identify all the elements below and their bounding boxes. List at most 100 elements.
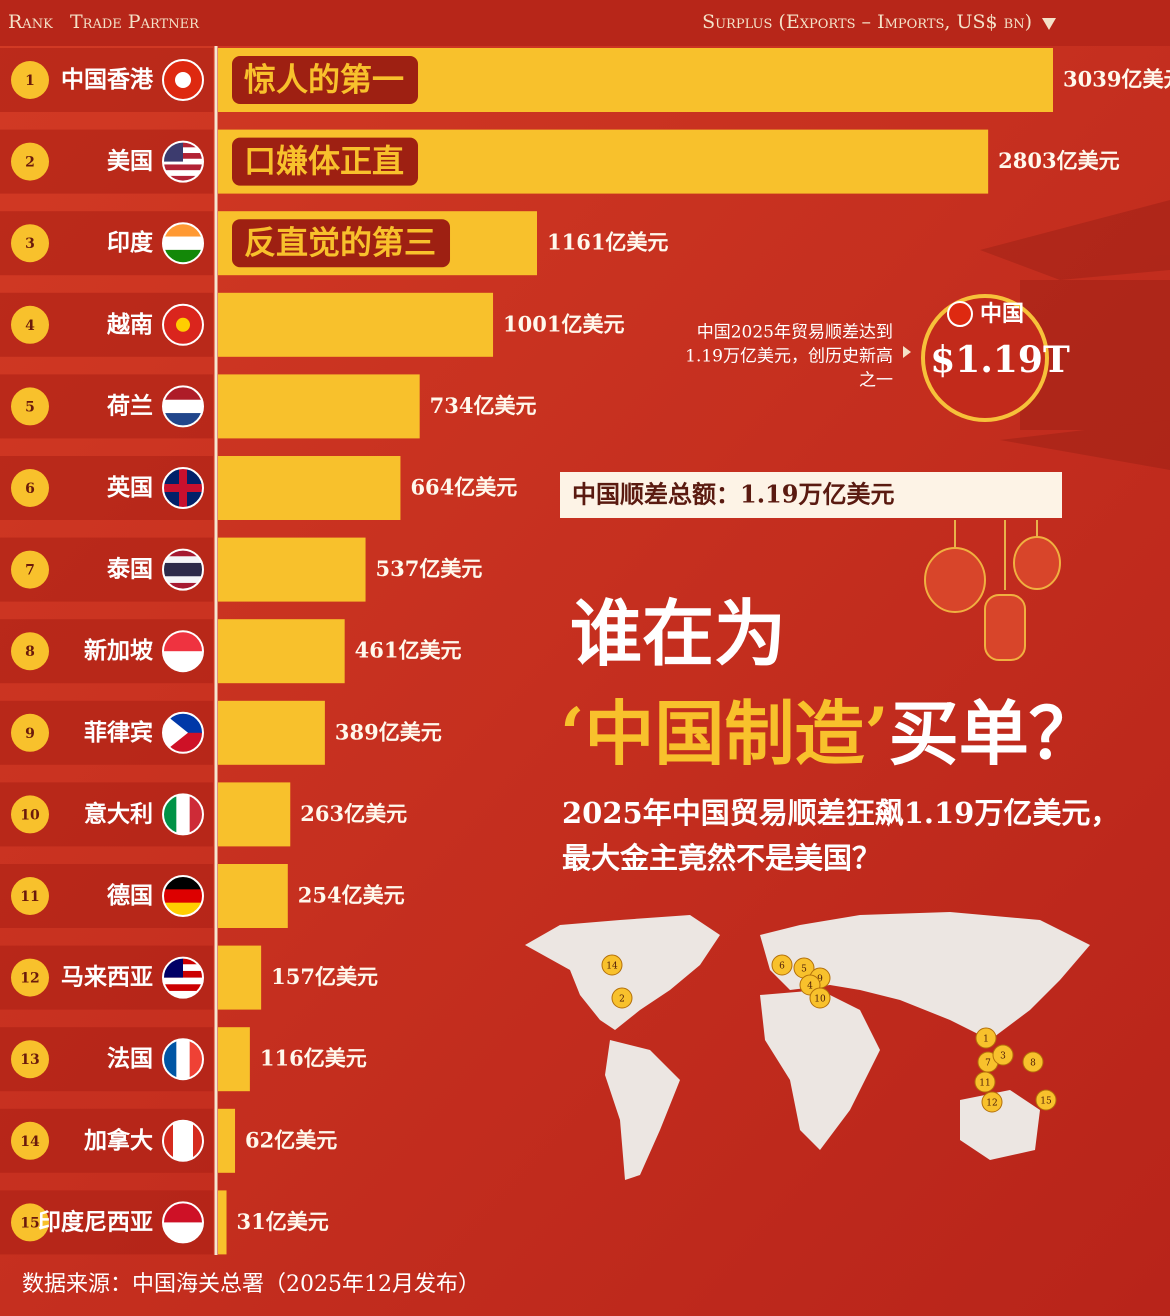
header-rank: Rank: [8, 11, 53, 33]
flag-stripe: [163, 562, 203, 571]
rank-label: 7: [25, 563, 35, 579]
flag-stripe: [163, 576, 203, 584]
header-arrow: [1042, 18, 1056, 30]
bar-annotation: 口嫌体正直: [244, 142, 404, 180]
flag-stripe: [193, 1120, 203, 1161]
rank-badge: [11, 1203, 49, 1242]
headline-line1: 谁在为: [570, 591, 786, 676]
bar: [218, 292, 494, 357]
value-label: 2803亿美元: [998, 148, 1119, 173]
value-label: 116亿美元: [260, 1046, 367, 1071]
bar: [218, 456, 401, 520]
category-label: 马来西亚: [61, 964, 153, 991]
category-label: 加拿大: [83, 1127, 153, 1154]
value-label: 254亿美元: [298, 883, 405, 908]
total-box: [560, 472, 1062, 518]
callout-circle: [921, 294, 1049, 422]
header-band: [0, 0, 1170, 46]
flag-ring: [162, 548, 204, 591]
bar: [218, 782, 291, 847]
flag-stripe: [163, 990, 203, 998]
map-marker-label: 7: [985, 1059, 991, 1069]
category-label: 德国: [107, 882, 153, 909]
bar-annotation: 反直觉的第三: [244, 224, 436, 262]
rank-badge: [11, 877, 49, 915]
flag: [163, 631, 203, 672]
annotation-box: [232, 137, 419, 186]
flag-ring: [162, 222, 204, 265]
flag-ring: [162, 467, 204, 509]
callout-country: 中国: [980, 301, 1024, 327]
rank-badge: [11, 632, 49, 671]
value-label: 389亿美元: [335, 719, 442, 744]
bar: [218, 864, 288, 928]
map-marker-label: 14: [606, 962, 618, 972]
flag-ring: [162, 630, 204, 673]
rank-badge: [11, 550, 49, 589]
flag-ring: [162, 1201, 204, 1244]
flag: [163, 549, 203, 590]
category-label: 印度: [107, 229, 154, 256]
category-label: 中国香港: [61, 66, 154, 93]
flag: [163, 304, 203, 345]
category-label: 英国: [107, 474, 153, 501]
lanterns: [924, 520, 1061, 661]
flag: [163, 712, 203, 753]
category-label: 法国: [107, 1045, 153, 1072]
flag: [163, 468, 203, 508]
callout-line: 1.19万亿美元，创历史新高: [685, 347, 893, 367]
rank-badge: [11, 142, 49, 181]
flag-ring: [162, 711, 204, 754]
flag: [163, 1120, 203, 1161]
category-label: 美国: [107, 148, 153, 175]
flag-ring: [162, 303, 204, 346]
value-label: 31亿美元: [237, 1209, 329, 1234]
bar: [218, 537, 366, 602]
rank-badge: [11, 387, 49, 426]
flag-ring: [162, 59, 204, 101]
flag-ring: [162, 956, 204, 999]
map-marker-label: 8: [1030, 1059, 1036, 1069]
bar: [218, 945, 262, 1010]
bar: [218, 1190, 227, 1255]
flag-stripe: [163, 631, 203, 652]
rank-badge: [11, 713, 49, 752]
china-flag: [947, 301, 973, 327]
header-surplus: Surplus (Exports – Imports, US$ bn): [702, 11, 1032, 33]
category-label: 意大利: [84, 800, 153, 827]
map-marker-label: 5: [801, 965, 807, 975]
map-marker: [975, 1027, 997, 1049]
flag-stripe: [163, 556, 203, 564]
rank-badge: [11, 795, 49, 834]
rank-label: 2: [25, 155, 35, 171]
callout-line: 之一: [859, 371, 893, 391]
rank-label: 15: [20, 1215, 39, 1231]
rank-badge: [11, 305, 49, 344]
value-label: 3039亿美元: [1063, 67, 1170, 92]
flag-stripe: [183, 1120, 194, 1161]
callout-arrow: [903, 346, 911, 358]
rank-label: 12: [20, 971, 39, 987]
map-marker-label: 12: [986, 1099, 997, 1109]
flag-stripe: [173, 1120, 184, 1161]
bar: [218, 700, 325, 765]
annotation-box: [232, 219, 451, 268]
flag-stripe: [163, 1202, 203, 1223]
flag-stripe: [176, 794, 191, 835]
flag-stripe: [163, 399, 203, 414]
map-marker: [601, 954, 623, 976]
rank-label: 10: [20, 807, 40, 823]
map-marker: [974, 1071, 996, 1093]
value-label: 664亿美元: [410, 475, 517, 500]
headline-rest: 买单？: [889, 692, 1099, 775]
map-marker-label: 3: [1000, 1052, 1006, 1062]
flag-stripe: [163, 164, 203, 171]
category-label: 泰国: [106, 556, 153, 583]
map-marker: [1035, 1089, 1057, 1111]
map-marker-label: 15: [1040, 1097, 1052, 1107]
rank-label: 8: [25, 644, 35, 660]
value-label: 734亿美元: [430, 393, 537, 418]
flag-stripe: [163, 889, 203, 904]
